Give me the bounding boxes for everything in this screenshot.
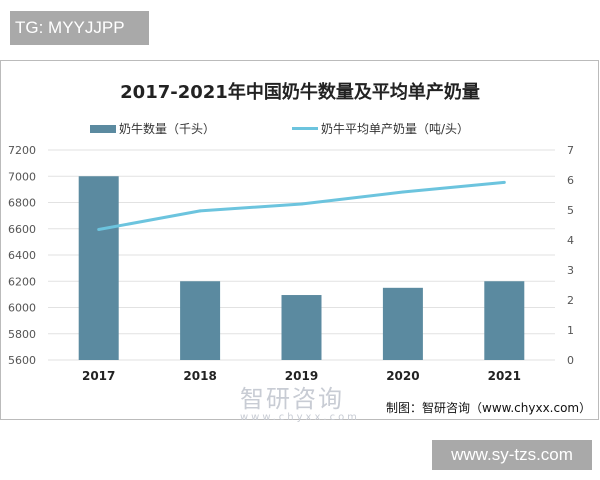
line-series <box>98 180 505 231</box>
x-tick-label: 2021 <box>488 369 521 383</box>
source-note: 制图：智研咨询（www.chyxx.com） <box>386 401 592 415</box>
header-tag: TG: MYYJJPP <box>10 11 149 45</box>
x-tick-label: 2019 <box>285 369 318 383</box>
line-point <box>97 228 101 231</box>
y-left-tick-label: 6000 <box>8 302 36 315</box>
bar <box>382 287 423 360</box>
y-left-tick-label: 5800 <box>8 328 36 341</box>
y-right-tick-label: 6 <box>567 174 574 187</box>
x-tick-label: 2018 <box>183 369 216 383</box>
line-point <box>198 209 202 213</box>
y-right-tick-label: 7 <box>567 144 574 157</box>
bar <box>281 295 322 360</box>
legend-swatch-bar <box>90 124 116 133</box>
logo-name: 智研咨询 <box>240 385 344 413</box>
y-right-tick-label: 0 <box>567 354 574 367</box>
y-left-tick-label: 6200 <box>8 275 36 288</box>
y-left-tick-label: 7200 <box>8 144 36 157</box>
chart-title: 2017-2021年中国奶牛数量及平均单产奶量 <box>120 82 480 103</box>
line-point <box>502 180 506 184</box>
y-left-tick-label: 6400 <box>8 249 36 262</box>
bar <box>180 281 221 360</box>
bar <box>78 176 119 360</box>
logo: 智研咨询 www.chyxx.com <box>240 386 360 424</box>
y-left-tick-label: 6600 <box>8 223 36 236</box>
x-tick-label: 2020 <box>386 369 419 383</box>
legend-item-line: 奶牛平均单产奶量（吨/头） <box>292 120 469 137</box>
y-right-tick-label: 5 <box>567 204 574 217</box>
y-right-tick-label: 3 <box>567 264 574 277</box>
legend-swatch-line <box>292 127 318 130</box>
line-point <box>401 190 405 194</box>
y-right-tick-label: 1 <box>567 324 574 337</box>
legend-item-bar: 奶牛数量（千头） <box>90 120 215 137</box>
chart-frame <box>0 60 599 420</box>
x-tick-label: 2017 <box>82 369 115 383</box>
y-right-tick-label: 2 <box>567 294 574 307</box>
bar <box>484 281 525 360</box>
y-right-tick-label: 4 <box>567 234 574 247</box>
legend-label: 奶牛平均单产奶量（吨/头） <box>321 122 470 136</box>
y-left-tick-label: 5600 <box>8 354 36 367</box>
y-left-tick-label: 7000 <box>8 170 36 183</box>
logo-url: www.chyxx.com <box>240 412 360 423</box>
y-left-tick-label: 6800 <box>8 197 36 210</box>
watermark: www.sy-tzs.com <box>432 440 592 470</box>
line-point <box>300 202 303 206</box>
legend-label: 奶牛数量（千头） <box>119 122 216 136</box>
